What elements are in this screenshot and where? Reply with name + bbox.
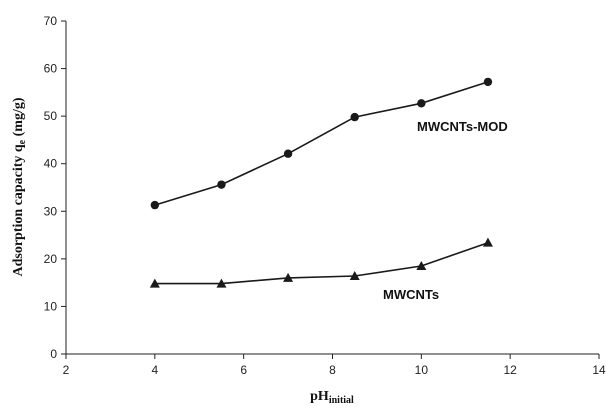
- y-tick-label: 30: [44, 204, 58, 218]
- y-tick-label: 20: [44, 252, 58, 266]
- data-point-mwcnts-mod: [417, 99, 426, 108]
- y-ticks: 0 10 20 30 40 50 60 70: [44, 14, 66, 361]
- series-mwcnts-mod: [150, 77, 493, 210]
- series-line-mwcnts: [154, 241, 489, 285]
- x-tick-label: 12: [503, 363, 517, 377]
- y-tick-label: 60: [44, 62, 58, 76]
- y-tick-label: 50: [44, 109, 58, 123]
- data-point-mwcnts-mod: [350, 112, 359, 122]
- x-tick-label: 14: [592, 363, 606, 377]
- y-axis-title-main: Adsorption capacity q: [11, 144, 26, 276]
- data-point-mwcnts-mod: [283, 149, 293, 158]
- x-axis-title: pHinitial: [310, 389, 354, 406]
- data-point-mwcnts: [283, 272, 294, 282]
- data-point-mwcnts-mod: [150, 200, 160, 210]
- x-tick-label: 8: [329, 363, 336, 377]
- data-point-mwcnts: [416, 260, 427, 270]
- y-axis-title-sub: e: [17, 139, 28, 144]
- y-axis-title: Adsorption capacity qe (mg/g): [11, 97, 28, 276]
- x-axis-title-main: pH: [310, 389, 329, 404]
- series-layer: [149, 77, 493, 288]
- data-point-mwcnts-mod: [483, 77, 493, 87]
- y-tick-label: 70: [44, 14, 58, 28]
- data-point-mwcnts: [216, 278, 227, 288]
- x-tick-label: 10: [415, 363, 429, 377]
- series-label-mwcnts: MWCNTs: [383, 287, 439, 302]
- data-point-mwcnts: [349, 270, 360, 280]
- x-ticks: 2 4 6 8 10 12 14: [63, 354, 606, 377]
- y-axis-title-unit: (mg/g): [11, 97, 26, 140]
- y-tick-label: 0: [50, 347, 57, 361]
- axes: [65, 21, 599, 355]
- y-tick-label: 40: [44, 157, 58, 171]
- x-tick-label: 2: [63, 363, 70, 377]
- data-point-mwcnts: [149, 278, 160, 288]
- data-point-mwcnts: [482, 237, 493, 247]
- series-mwcnts: [149, 237, 493, 288]
- y-tick-label: 10: [44, 299, 58, 313]
- x-axis-title-sub: initial: [329, 395, 354, 406]
- data-point-mwcnts-mod: [217, 180, 226, 189]
- x-tick-label: 4: [151, 363, 158, 377]
- series-label-mwcnts-mod: MWCNTs-MOD: [417, 119, 508, 134]
- x-tick-label: 6: [240, 363, 247, 377]
- series-line-mwcnts-mod: [154, 81, 489, 206]
